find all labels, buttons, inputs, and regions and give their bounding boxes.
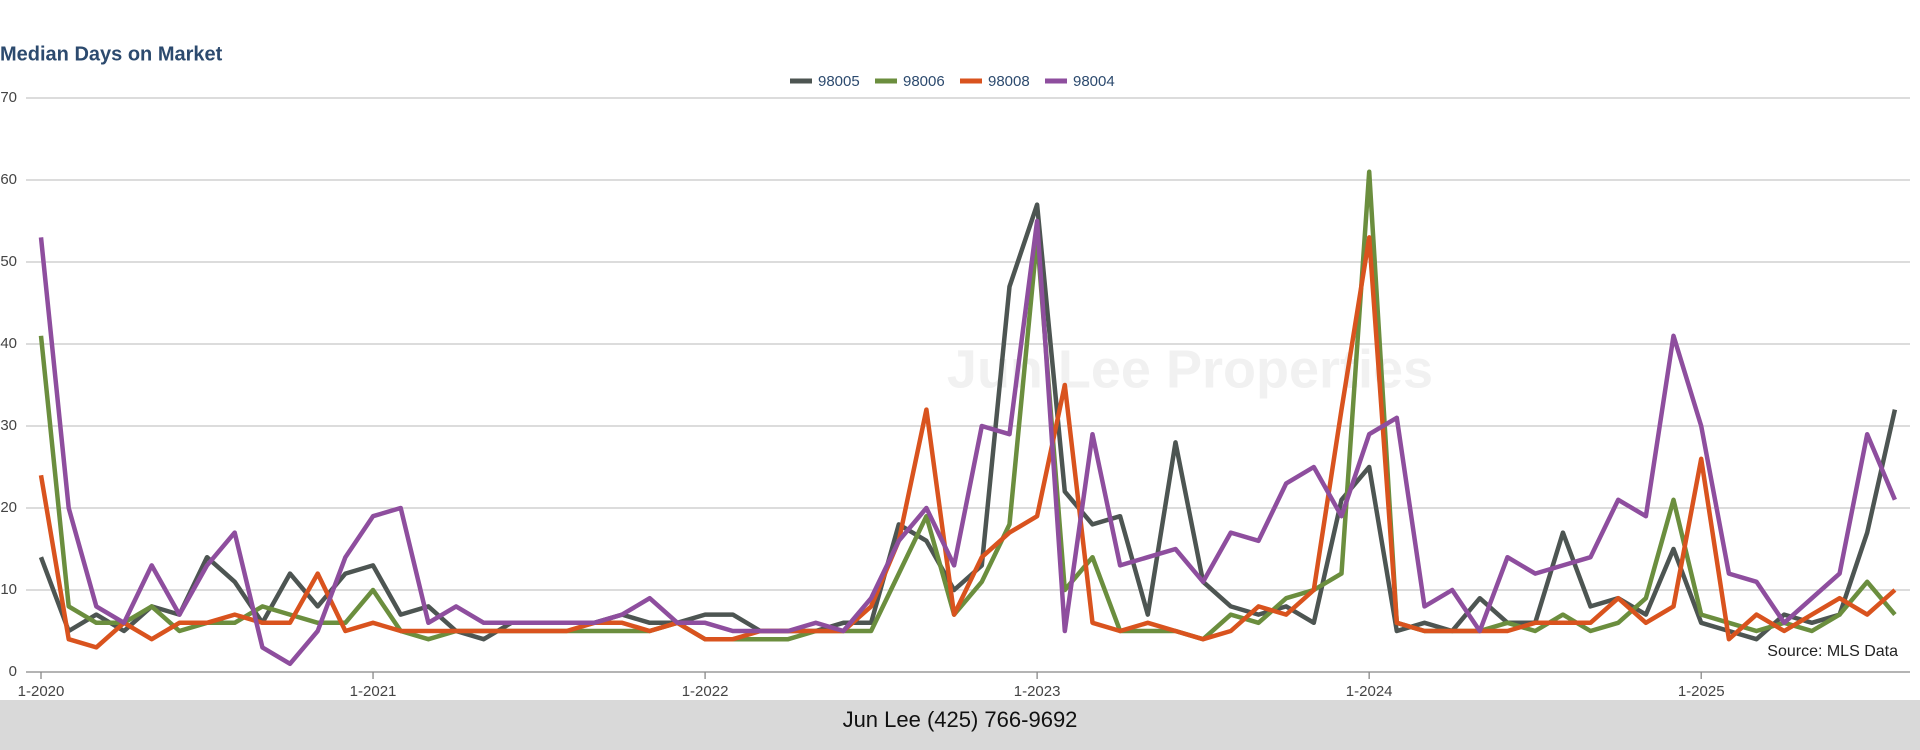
footer-band <box>0 700 1920 750</box>
y-tick-label: 60 <box>0 171 17 188</box>
source: Source: MLS Data <box>1767 643 1898 660</box>
y-tick-label: 40 <box>0 335 17 352</box>
legend-label: 98005 <box>818 73 860 90</box>
series-line <box>38 169 1897 642</box>
x-tick-label: 1-2020 <box>18 683 65 700</box>
x-tick-label: 1-2023 <box>1014 683 1061 700</box>
series-line <box>38 218 1897 667</box>
y-tick-label: 20 <box>0 499 17 516</box>
y-tick-label: 50 <box>0 253 17 270</box>
y-tick-label: 10 <box>0 581 17 598</box>
x-tick-label: 1-2024 <box>1346 683 1393 700</box>
legend-label: 98006 <box>903 73 945 90</box>
legend-label: 98008 <box>988 73 1030 90</box>
x-tick-label: 1-2021 <box>350 683 397 700</box>
footer-text: Jun Lee (425) 766-9692 <box>843 707 1078 732</box>
x-tick-label: 1-2022 <box>682 683 729 700</box>
y-tick-label: 30 <box>0 417 17 434</box>
y-tick-label: 0 <box>9 663 17 680</box>
y-tick-label: 70 <box>0 89 17 106</box>
series-line <box>38 202 1898 642</box>
x-tick-label: 1-2025 <box>1678 683 1725 700</box>
chart-title: Median Days on Market <box>0 43 223 65</box>
legend-label: 98004 <box>1073 73 1115 90</box>
series-line <box>38 235 1897 650</box>
